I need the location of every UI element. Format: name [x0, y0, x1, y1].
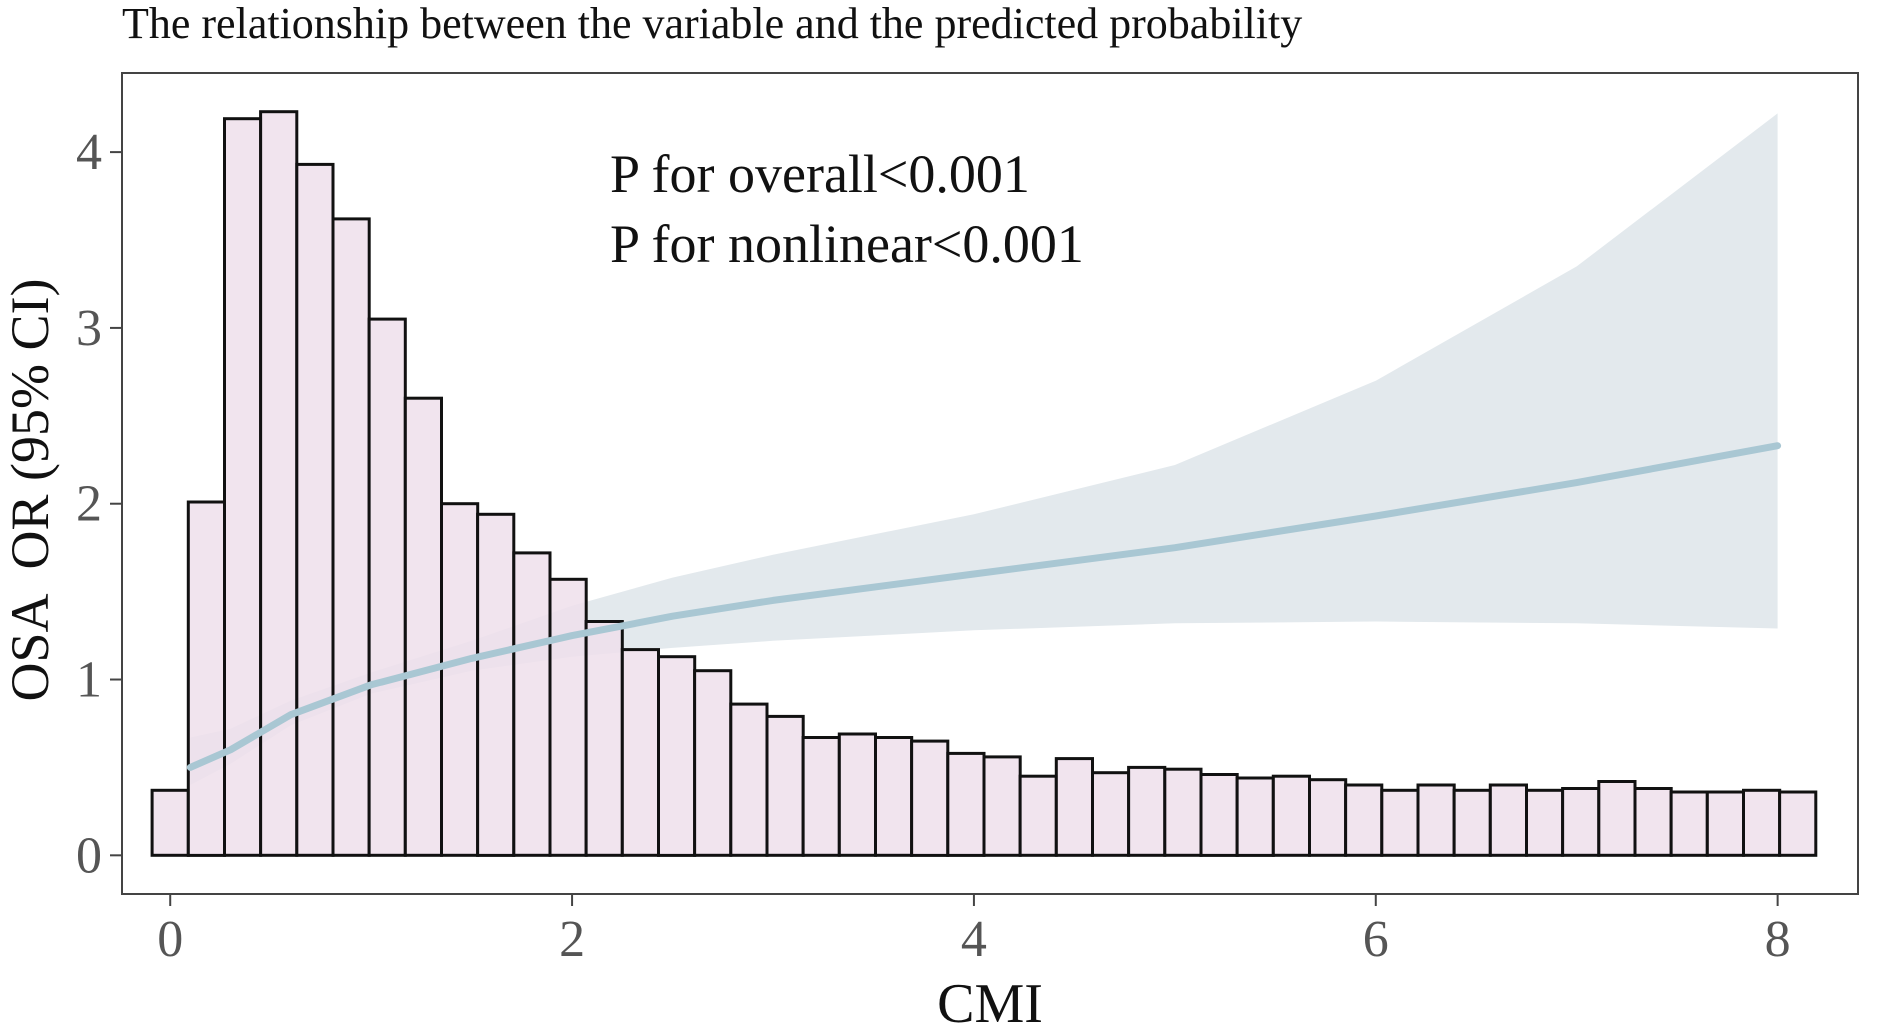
or-curve-layer	[186, 442, 1782, 771]
histogram-bar	[150, 788, 190, 857]
histogram-bars	[150, 110, 1818, 857]
histogram-bar	[440, 502, 480, 857]
histogram-bar	[982, 755, 1022, 857]
histogram-bar	[1416, 783, 1456, 857]
histogram-bar	[1525, 788, 1565, 857]
histogram-bar	[1633, 787, 1673, 857]
histogram-bar	[1127, 765, 1167, 857]
histogram-bar	[1597, 780, 1637, 857]
histogram-bar	[874, 736, 914, 857]
x-tick-label: 2	[559, 911, 585, 968]
annotation-overall: P for overall<0.001	[610, 144, 1030, 204]
histogram-bar	[1705, 790, 1746, 857]
histogram-bar	[620, 648, 660, 857]
histogram-bar	[186, 500, 227, 857]
histogram-bar	[548, 577, 588, 857]
y-tick-label: 1	[76, 652, 102, 709]
x-tick-label: 0	[157, 911, 183, 968]
x-tick-label: 4	[961, 911, 987, 968]
histogram-bar	[1018, 774, 1058, 857]
histogram-bar	[367, 317, 407, 857]
histogram-bar	[693, 669, 733, 857]
or-curve	[186, 442, 1782, 771]
y-axis-ticks: 0 1 2 3 4	[76, 124, 122, 884]
y-axis-label: OSA OR (95% CI)	[0, 278, 60, 701]
x-axis-label: CMI	[937, 973, 1043, 1029]
histogram-bar	[729, 702, 769, 857]
histogram-bar	[1669, 790, 1709, 857]
histogram-bar	[1778, 790, 1818, 857]
histogram-bar	[946, 751, 986, 857]
chart-title: The relationship between the variable an…	[122, 0, 1302, 48]
histogram-bar	[259, 110, 299, 857]
histogram-bar	[1199, 773, 1239, 857]
x-axis-ticks: 0 2 4 6 8	[157, 894, 1791, 968]
histogram-bar	[512, 551, 552, 857]
y-tick-label: 2	[76, 476, 102, 533]
histogram-bar	[1271, 774, 1312, 857]
histogram-bar	[331, 217, 371, 857]
histogram-bar	[1488, 783, 1529, 857]
histogram-bar	[295, 162, 335, 857]
y-tick-label: 3	[76, 300, 102, 357]
histogram-bar	[1054, 757, 1095, 857]
x-tick-label: 8	[1765, 911, 1791, 968]
histogram-bar	[1235, 776, 1275, 857]
histogram-bar	[1380, 788, 1420, 857]
y-tick-label: 0	[76, 827, 102, 884]
histogram-bar	[1344, 783, 1384, 857]
histogram-bar	[801, 736, 841, 857]
histogram-bar	[1308, 778, 1348, 857]
histogram-bar	[910, 739, 950, 857]
histogram-bar	[765, 714, 805, 857]
histogram-bar	[837, 732, 877, 857]
histogram-bar	[1163, 767, 1203, 857]
histogram-bar	[1742, 788, 1782, 857]
histogram-bar	[584, 620, 624, 857]
histogram-bar	[657, 655, 697, 857]
y-tick-label: 4	[76, 124, 102, 181]
x-tick-label: 6	[1363, 911, 1389, 968]
annotation-nonlinear: P for nonlinear<0.001	[610, 214, 1084, 274]
histogram-bar	[1561, 787, 1601, 857]
histogram-bar	[403, 396, 443, 857]
histogram-bar	[476, 512, 516, 857]
plot-frame	[121, 72, 1859, 895]
histogram-bar	[1091, 771, 1131, 857]
histogram-bar	[1452, 788, 1492, 857]
